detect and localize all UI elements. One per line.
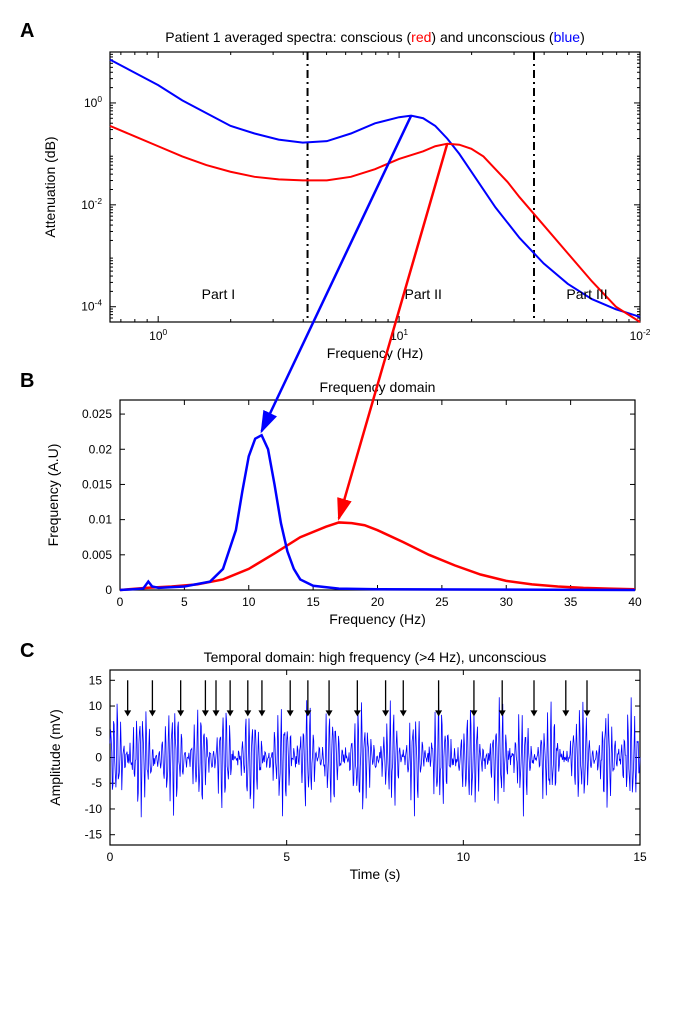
svg-text:Frequency domain: Frequency domain	[320, 379, 436, 395]
svg-text:Time (s): Time (s)	[350, 866, 401, 882]
panel-b-chart: 0 5 10 15 20 25 30 35 40 0 0.005 0.01 0.015 0.02 0.025…	[20, 370, 660, 630]
panel-a-label: A	[20, 20, 34, 43]
svg-text:35: 35	[564, 595, 578, 609]
svg-text:0.01: 0.01	[89, 513, 113, 527]
svg-text:0.025: 0.025	[82, 407, 112, 421]
panel-b-container: B 0 5 10 15 20 25 30 35 40 0 0.005 0.01 0.015 0.02 0.0…	[20, 370, 665, 630]
svg-text:Frequency (Hz): Frequency (Hz)	[327, 345, 423, 360]
svg-text:Attenuation (dB): Attenuation (dB)	[42, 136, 58, 237]
panel-c-label: C	[20, 640, 34, 663]
svg-text:25: 25	[435, 595, 449, 609]
svg-text:30: 30	[500, 595, 514, 609]
svg-text:0: 0	[105, 583, 112, 597]
panel-c-container: C 0 5 10 15 -15 -10 -5 0 5 10 15 Temporal domain: h…	[20, 640, 665, 885]
svg-text:10-2: 10-2	[630, 327, 651, 343]
svg-text:0.015: 0.015	[82, 477, 112, 491]
panel-c-chart: 0 5 10 15 -15 -10 -5 0 5 10 15 Temporal domain: hig…	[20, 640, 660, 885]
svg-text:100: 100	[149, 327, 167, 343]
svg-text:-5: -5	[91, 776, 102, 790]
panel-a-container: A 100 10-2 10-4 100 101 10-2 Part I Part II Part…	[20, 20, 665, 360]
svg-text:10-2: 10-2	[81, 196, 102, 212]
svg-text:Frequency (Hz): Frequency (Hz)	[329, 611, 425, 627]
svg-text:5: 5	[181, 595, 188, 609]
svg-text:Amplitude (mV): Amplitude (mV)	[47, 709, 63, 805]
svg-text:15: 15	[89, 673, 103, 687]
svg-text:0: 0	[107, 850, 114, 864]
svg-text:15: 15	[306, 595, 320, 609]
svg-text:0.02: 0.02	[89, 442, 113, 456]
panel-a-chart: 100 10-2 10-4 100 101 10-2 Part I Part II Part I…	[20, 20, 660, 360]
svg-text:Temporal domain: high frequenc: Temporal domain: high frequency (>4 Hz),…	[204, 649, 547, 665]
svg-text:101: 101	[390, 327, 408, 343]
panel-b-label: B	[20, 370, 34, 393]
svg-text:0: 0	[117, 595, 124, 609]
svg-text:Patient 1 averaged spectra: co: Patient 1 averaged spectra: conscious (r…	[165, 29, 584, 45]
svg-text:Part II: Part II	[405, 286, 442, 302]
svg-text:10-4: 10-4	[81, 298, 102, 314]
svg-text:10: 10	[89, 699, 103, 713]
svg-text:0.005: 0.005	[82, 548, 112, 562]
svg-text:Part III: Part III	[566, 286, 607, 302]
svg-text:-15: -15	[85, 828, 103, 842]
svg-text:10: 10	[242, 595, 256, 609]
svg-text:20: 20	[371, 595, 385, 609]
svg-text:100: 100	[84, 94, 102, 110]
svg-text:5: 5	[283, 850, 290, 864]
svg-text:-10: -10	[85, 802, 103, 816]
svg-text:40: 40	[628, 595, 642, 609]
svg-text:Part I: Part I	[202, 286, 235, 302]
svg-text:5: 5	[95, 725, 102, 739]
svg-text:10: 10	[457, 850, 471, 864]
svg-text:0: 0	[95, 751, 102, 765]
svg-text:15: 15	[633, 850, 647, 864]
svg-text:Frequency (A.U): Frequency (A.U)	[45, 444, 61, 547]
